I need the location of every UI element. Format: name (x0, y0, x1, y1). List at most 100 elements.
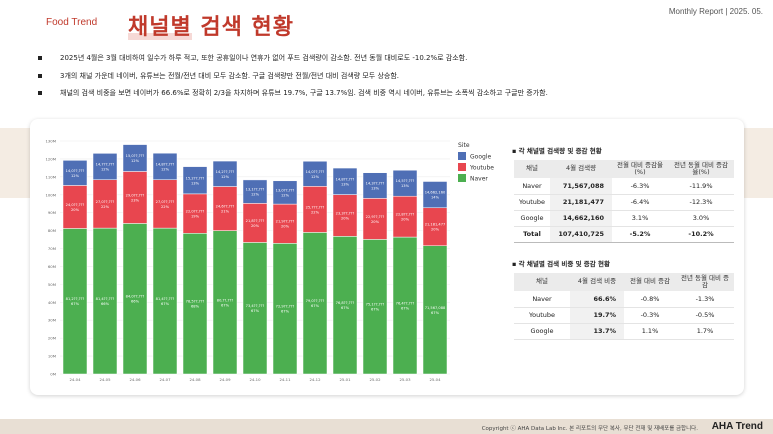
channel-cell: Youtube (514, 307, 570, 324)
y-tick-label: 100M (45, 192, 56, 197)
bar-segment-youtube (422, 207, 448, 246)
y-tick-label: 10M (48, 354, 56, 359)
bar-segment-youtube (182, 193, 208, 234)
bar-value-label: 22,0??,??? (186, 210, 205, 214)
table2-header-share: 4월 검색 비중 (570, 273, 624, 291)
bar-value-label: 21,181,477 (425, 223, 446, 227)
bar-percent-label: 12% (161, 167, 170, 171)
bar-value-label: 14,0??,??? (306, 170, 325, 174)
bar-value-label: 73,4??,??? (246, 304, 265, 308)
bar-segment-google (92, 153, 118, 180)
title-highlight (128, 33, 192, 40)
bar-value-label: 27,0??,??? (96, 200, 115, 204)
mom-cell: -0.3% (624, 307, 676, 324)
bar-percent-label: 20% (251, 224, 260, 228)
footer-logo: AHA Trend (711, 421, 763, 432)
bar-value-label: 14,8??,??? (156, 162, 175, 166)
table-row: Google 14,662,160 3.1% 3.0% (514, 210, 734, 227)
volume-cell: 21,181,477 (550, 194, 612, 211)
bar-percent-label: 12% (311, 175, 320, 179)
channel-cell: Naver (514, 291, 570, 308)
bar-percent-label: 13% (371, 187, 380, 191)
share-cell: 13.7% (570, 323, 624, 340)
legend-label-youtube: Youtube (469, 165, 494, 172)
bar-value-label: 21,9??,??? (276, 220, 295, 224)
bar-value-label: 15,2??,??? (186, 176, 205, 180)
bar-segment-naver (212, 230, 238, 375)
bar-segment-google (242, 179, 268, 204)
bar-segment-naver (182, 233, 208, 375)
legend-label-google: Google (470, 154, 491, 161)
bar-segment-google (182, 166, 208, 195)
copyright-text: Copyright ⓒ AHA Data Lab Inc. 본 리포트의 무단 … (481, 426, 698, 432)
bar-value-label: 78,5??,??? (186, 300, 205, 304)
channel-cell: Total (514, 225, 550, 243)
bar-value-label: 24,0??,??? (66, 203, 85, 207)
legend-swatch-youtube (458, 163, 466, 171)
y-tick-label: 50M (48, 282, 56, 287)
bar-percent-label: 22% (101, 205, 110, 209)
search-volume-table: 채널 4월 검색량 전월 대비 증감율(%) 전년 동월 대비 증감율(%) N… (514, 160, 734, 243)
bar-value-label: 23,3??,??? (336, 211, 355, 215)
bar-percent-label: 12% (131, 159, 140, 163)
share-cell: 19.7% (570, 307, 624, 324)
bar-value-label: 13,1??,??? (246, 188, 265, 192)
y-tick-label: 130M (45, 139, 56, 144)
x-tick-label: 24-09 (219, 377, 231, 382)
bar-segment-youtube (392, 195, 418, 238)
bar-value-label: 72,9??,??? (276, 305, 295, 309)
mom-cell: 1.1% (624, 323, 676, 340)
table-row: Google 13.7% 1.1% 1.7% (514, 323, 734, 340)
yoy-cell: -12.3% (668, 194, 734, 211)
search-share-table: 채널 4월 검색 비중 전월 대비 증감 전년 동월 대비 증감 Naver 6… (514, 273, 734, 340)
table-row: Naver 66.6% -0.8% -1.3% (514, 291, 734, 308)
bar-value-label: 14,7??,??? (96, 163, 115, 167)
bar-percent-label: 13% (191, 181, 200, 185)
table1-header-volume: 4월 검색량 (550, 160, 612, 178)
bar-percent-label: 19% (191, 215, 200, 219)
mom-cell: -0.8% (624, 291, 676, 308)
mom-cell: -6.3% (612, 178, 668, 195)
bar-value-label: 80,??,??? (217, 298, 233, 302)
table2-header-yoy: 전년 동월 대비 증감 (676, 273, 734, 291)
bar-value-label: 76,4??,??? (396, 302, 415, 306)
x-tick-label: 24-06 (129, 377, 141, 382)
bar-percent-label: 12% (251, 193, 260, 197)
legend-label-naver: Naver (470, 176, 488, 183)
summary-list: 2025년 4월은 3월 대비하여 일수가 하루 적고, 또한 공휴일이나 연휴… (36, 54, 756, 107)
bar-segment-google (392, 169, 418, 197)
table1-title: 각 채널별 검색량 및 증감 현황 (512, 145, 602, 155)
table-row: Youtube 19.7% -0.3% -0.5% (514, 307, 734, 324)
bar-segment-youtube (122, 171, 148, 224)
bar-percent-label: 68% (191, 305, 200, 309)
x-tick-label: 24-07 (159, 377, 171, 382)
bar-percent-label: 67% (401, 307, 410, 311)
bar-segment-google (152, 152, 178, 180)
yoy-cell: -1.3% (676, 291, 734, 308)
bar-percent-label: 13% (341, 182, 350, 186)
bar-percent-label: 67% (341, 306, 350, 310)
volume-cell: 71,567,088 (550, 178, 612, 195)
bar-value-label: 14,3??,??? (366, 182, 385, 186)
table2-header-channel: 채널 (514, 273, 570, 291)
bar-percent-label: 20% (431, 228, 440, 232)
yoy-cell: 3.0% (668, 210, 734, 227)
bar-percent-label: 67% (371, 308, 380, 312)
channel-cell: Google (514, 323, 570, 340)
y-tick-label: 110M (45, 174, 56, 179)
x-tick-label: 24-11 (279, 377, 291, 382)
channel-cell: Google (514, 210, 550, 227)
bar-segment-google (122, 144, 148, 172)
bar-segment-youtube (332, 194, 358, 237)
bar-percent-label: 67% (431, 311, 440, 315)
table-row: Naver 71,567,088 -6.3% -11.9% (514, 178, 734, 195)
bar-percent-label: 20% (281, 225, 290, 229)
bar-segment-naver (62, 228, 88, 375)
bar-segment-naver (272, 243, 298, 375)
bar-segment-youtube (302, 186, 328, 233)
bar-value-label: 24,6??,??? (216, 205, 235, 209)
share-cell: 66.6% (570, 291, 624, 308)
y-tick-label: 60M (48, 264, 56, 269)
volume-cell: 14,662,160 (550, 210, 612, 227)
x-tick-label: 24-10 (249, 377, 261, 382)
